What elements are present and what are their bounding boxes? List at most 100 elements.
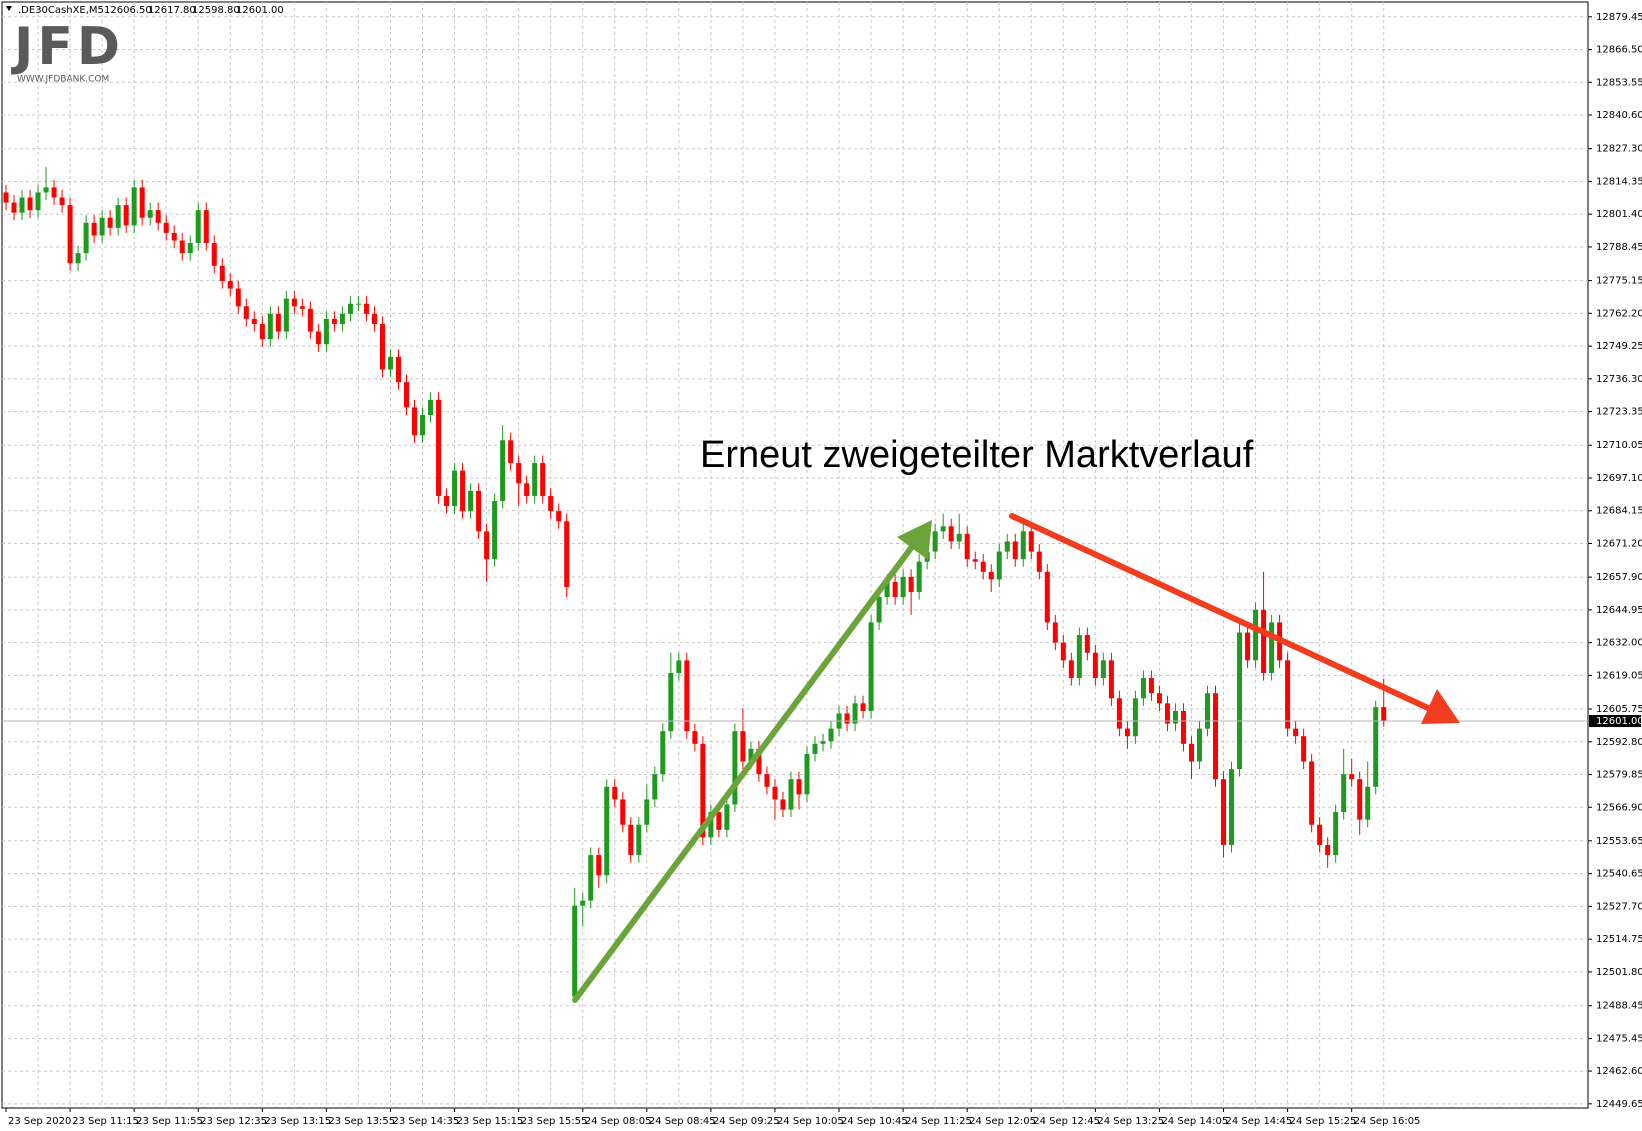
x-tick-label: 24 Sep 13:25 xyxy=(1097,1116,1164,1127)
candle-body xyxy=(195,210,201,244)
candle-body xyxy=(307,308,313,332)
candle-body xyxy=(1020,531,1026,560)
candle-body xyxy=(524,483,530,496)
candle-body xyxy=(1124,728,1130,737)
y-tick-label: 12619.05 xyxy=(1596,670,1642,681)
candle-body xyxy=(828,728,834,742)
candle-body xyxy=(1229,769,1235,845)
candle-body xyxy=(508,440,514,464)
candle-body xyxy=(1341,774,1347,813)
candle-body xyxy=(299,306,305,309)
candle-body xyxy=(444,495,450,507)
candle-body xyxy=(636,824,642,856)
candle-body xyxy=(876,597,882,623)
candle-body xyxy=(452,470,458,507)
y-tick-label: 12501.80 xyxy=(1596,967,1642,978)
candle-body xyxy=(764,774,770,787)
candle-body xyxy=(1381,707,1387,722)
candle-body xyxy=(732,731,738,805)
candle-body xyxy=(1036,551,1042,572)
candle-body xyxy=(652,774,658,800)
candles: 12601.00 xyxy=(2,167,1642,1002)
candle-body xyxy=(1148,678,1154,694)
y-tick-label: 12684.15 xyxy=(1596,506,1642,517)
y-tick-label: 12527.70 xyxy=(1596,901,1642,912)
candle-body xyxy=(700,743,706,838)
x-tick-label: 24 Sep 14:05 xyxy=(1161,1116,1228,1127)
candle-body xyxy=(155,210,161,223)
candle-body xyxy=(612,786,618,800)
y-tick-label: 12736.30 xyxy=(1596,374,1642,385)
candle-body xyxy=(964,533,970,560)
candle-body xyxy=(323,318,329,345)
candle-body xyxy=(283,298,289,332)
candle-body xyxy=(988,571,994,580)
x-tick-label: 24 Sep 12:45 xyxy=(1033,1116,1100,1127)
candle-body xyxy=(99,217,105,236)
y-tick-label: 12671.20 xyxy=(1596,538,1642,549)
candle-body xyxy=(203,210,209,244)
x-tick-label: 23 Sep 2020 xyxy=(8,1116,71,1127)
x-tick-label: 24 Sep 14:45 xyxy=(1226,1116,1293,1127)
candle-body xyxy=(171,232,177,241)
candle-body xyxy=(892,581,898,598)
candle-body xyxy=(1365,786,1371,820)
candle-body xyxy=(1100,660,1106,679)
candle-body xyxy=(436,399,442,496)
symbol: .DE30CashXE,M5 xyxy=(18,5,104,16)
x-tick-label: 24 Sep 08:45 xyxy=(649,1116,716,1127)
logo-brand: JFD xyxy=(11,17,124,77)
y-tick-label: 12592.80 xyxy=(1596,737,1642,748)
candle-body xyxy=(1132,698,1138,737)
candle-body xyxy=(548,495,554,512)
candle-body xyxy=(123,205,129,226)
y-tick-label: 12553.65 xyxy=(1596,836,1642,847)
candle-body xyxy=(956,533,962,542)
candle-body xyxy=(139,187,145,218)
candle-body xyxy=(460,470,466,512)
candle-body xyxy=(620,799,626,825)
menu-arrow[interactable] xyxy=(6,6,12,11)
candle-body xyxy=(1357,779,1363,820)
candle-body xyxy=(1076,635,1082,679)
candle-body xyxy=(347,303,353,314)
candle-body xyxy=(371,313,377,324)
candle-body xyxy=(860,703,866,711)
candle-body xyxy=(27,197,33,211)
candle-body xyxy=(500,440,506,502)
candle-body xyxy=(412,407,418,436)
candle-body xyxy=(1004,541,1010,552)
candle-body xyxy=(147,210,153,218)
candle-body xyxy=(1205,693,1210,729)
candle-body xyxy=(107,217,113,228)
candle-body xyxy=(468,490,474,512)
candle-body xyxy=(211,243,217,266)
candle-body xyxy=(428,399,434,416)
candle-body xyxy=(820,741,826,744)
y-tick-label: 12840.60 xyxy=(1596,110,1642,121)
candle-body xyxy=(1156,693,1162,704)
candle-body xyxy=(395,356,401,383)
y-tick-label: 12605.75 xyxy=(1596,704,1642,715)
candle-body xyxy=(1221,779,1227,845)
candle-body xyxy=(1269,622,1275,673)
candle-body xyxy=(291,298,297,307)
candle-body xyxy=(1317,824,1323,845)
candle-body xyxy=(379,323,385,370)
candle-body xyxy=(1060,642,1066,661)
candle-body xyxy=(91,222,97,236)
candle-body xyxy=(564,521,570,587)
candle-body xyxy=(772,786,778,800)
down-arrow-line xyxy=(1009,513,1431,711)
candle-body xyxy=(972,559,978,562)
annotation: Erneut zweigeteilter Marktverlauf xyxy=(700,434,1254,476)
candle-body xyxy=(179,240,185,254)
candle-body xyxy=(115,205,121,228)
y-tick-label: 12566.90 xyxy=(1596,802,1642,813)
candle-body xyxy=(476,490,482,532)
candle-body xyxy=(51,187,57,198)
candle-body xyxy=(692,731,698,744)
candle-body xyxy=(644,799,650,825)
candle-body xyxy=(1172,710,1178,724)
candle-body xyxy=(19,197,25,213)
